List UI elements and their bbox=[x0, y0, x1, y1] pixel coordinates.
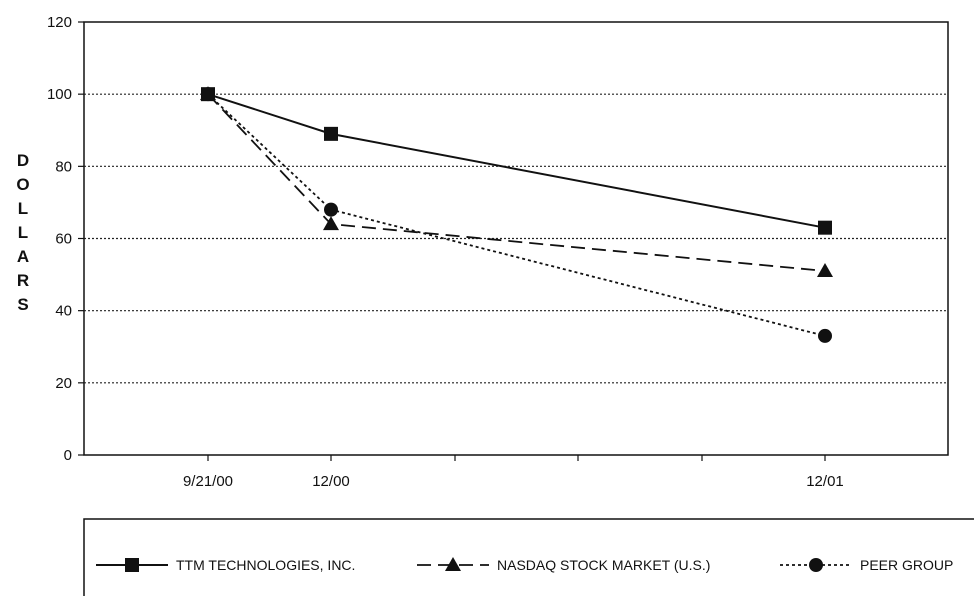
y-axis-label-letter: L bbox=[18, 199, 28, 218]
data-point-triangle-2 bbox=[817, 262, 833, 277]
series-line-triangle bbox=[207, 93, 826, 272]
data-point-circle-1 bbox=[324, 202, 338, 217]
x-tick-label-5: 12/01 bbox=[806, 473, 844, 490]
legend-label-square: TTM TECHNOLOGIES, INC. bbox=[176, 557, 355, 573]
series-line-square bbox=[207, 93, 826, 229]
data-point-square-2 bbox=[818, 220, 832, 235]
x-tick-label-1: 12/00 bbox=[312, 473, 350, 490]
y-tick-label-0: 0 bbox=[64, 447, 72, 464]
legend-box bbox=[83, 518, 974, 596]
y-axis-label-letter: R bbox=[17, 271, 29, 290]
y-axis: 0 20 40 60 80 100 120 bbox=[47, 14, 84, 464]
legend-marker-square bbox=[125, 558, 139, 572]
data-point-circle-0 bbox=[201, 87, 215, 102]
legend-label-triangle: NASDAQ STOCK MARKET (U.S.) bbox=[497, 557, 710, 573]
legend: TTM TECHNOLOGIES, INC. NASDAQ STOCK MARKE… bbox=[96, 557, 953, 573]
y-tick-label-60: 60 bbox=[55, 231, 72, 248]
series-markers bbox=[200, 86, 833, 343]
data-point-triangle-1 bbox=[323, 216, 339, 231]
series-line-circle bbox=[207, 93, 826, 337]
y-tick-label-100: 100 bbox=[47, 86, 72, 103]
y-axis-label-letter: O bbox=[16, 175, 29, 194]
y-tick-label-80: 80 bbox=[55, 158, 72, 175]
y-axis-label-letter: S bbox=[17, 295, 28, 314]
data-point-circle-2 bbox=[818, 328, 832, 343]
y-tick-label-20: 20 bbox=[55, 375, 72, 392]
legend-marker-circle bbox=[809, 558, 823, 572]
y-axis-label-letter: L bbox=[18, 223, 28, 242]
x-axis: 9/21/00 12/00 12/01 bbox=[183, 455, 844, 490]
series-lines bbox=[207, 93, 826, 337]
data-point-square-1 bbox=[324, 126, 338, 141]
y-axis-label-letter: D bbox=[17, 151, 29, 170]
x-tick-label-0: 9/21/00 bbox=[183, 473, 233, 490]
y-tick-label-40: 40 bbox=[55, 303, 72, 320]
legend-marker-triangle bbox=[445, 557, 461, 571]
y-axis-label-letter: A bbox=[17, 247, 29, 266]
grid-lines bbox=[84, 93, 948, 384]
y-tick-label-120: 120 bbox=[47, 14, 72, 31]
legend-label-circle: PEER GROUP bbox=[860, 557, 953, 573]
